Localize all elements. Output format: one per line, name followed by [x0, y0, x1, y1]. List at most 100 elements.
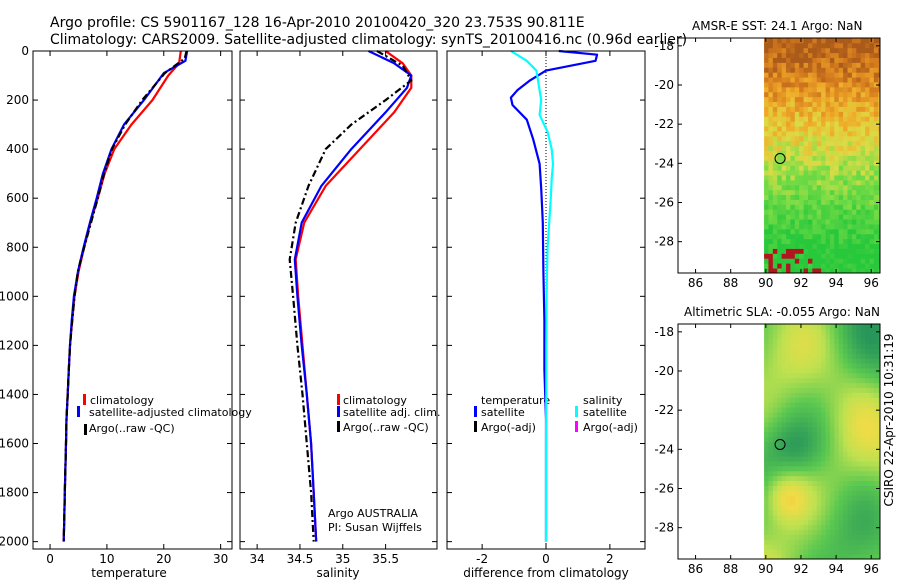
map-cell — [843, 377, 848, 384]
map-cell — [790, 243, 796, 249]
map-cell — [816, 372, 822, 379]
map-cell — [790, 421, 796, 428]
map-cell — [869, 170, 875, 176]
map-cell — [816, 91, 822, 98]
map-cell — [865, 387, 870, 393]
map-cell — [794, 514, 800, 521]
map-cell — [812, 121, 818, 127]
map-cell — [838, 328, 844, 335]
map-cell — [768, 417, 774, 423]
map-cell — [803, 397, 809, 403]
map-cell — [794, 233, 800, 240]
map-cell — [816, 426, 822, 433]
map-cell — [856, 67, 862, 73]
map-cell — [812, 495, 818, 501]
map-cell — [803, 461, 809, 467]
map-cell — [781, 363, 787, 369]
map-cell — [772, 529, 778, 535]
map-cell — [816, 263, 822, 269]
map-cell — [865, 170, 870, 176]
map-cell — [829, 86, 835, 93]
map-cell — [812, 387, 818, 393]
map-cell — [825, 417, 831, 423]
map-cell — [838, 204, 844, 210]
map-cell — [777, 524, 783, 531]
map-cell — [764, 353, 769, 359]
map-cell — [825, 238, 831, 245]
map-cell — [821, 441, 826, 447]
map-cell — [838, 426, 844, 433]
map-cell — [825, 86, 831, 93]
map-cell — [794, 91, 800, 98]
map-cell — [807, 62, 813, 68]
map-cell — [829, 426, 835, 433]
map-cell — [812, 519, 818, 526]
map-cell — [865, 135, 870, 142]
map-cell — [847, 38, 853, 44]
map-cell — [821, 436, 826, 442]
series-line-salinity-satellite — [510, 50, 555, 542]
map-cell — [856, 199, 862, 205]
map-cell — [816, 324, 822, 330]
map-cell — [807, 72, 813, 78]
map-cell — [786, 519, 791, 526]
map-cell — [829, 67, 835, 73]
map-cell — [847, 544, 853, 550]
map-cell — [790, 451, 796, 457]
map-cell — [825, 377, 831, 384]
map-cell — [786, 189, 791, 196]
map-cell — [772, 392, 778, 398]
map-cell — [865, 106, 870, 112]
legend-label-argo: Argo(..raw -QC) — [89, 422, 175, 435]
map-cell — [812, 243, 818, 249]
map-cell — [807, 214, 813, 220]
map-cell — [825, 333, 831, 340]
map-cell — [799, 544, 804, 550]
map-cell — [816, 62, 822, 68]
map-cell — [838, 338, 844, 344]
map-cell — [847, 96, 853, 103]
map-cell — [772, 372, 778, 379]
map-cell — [865, 461, 870, 467]
map-cell — [807, 451, 813, 457]
map-cell — [807, 554, 813, 560]
map-cell — [860, 421, 866, 428]
map-cell — [821, 219, 826, 225]
map-cell — [829, 165, 835, 171]
map-cell — [764, 407, 769, 413]
map-cell — [764, 417, 769, 423]
map-cell — [768, 549, 774, 555]
map-cell — [851, 490, 857, 496]
map-cell — [869, 387, 875, 393]
map-cell — [807, 77, 813, 83]
map-cell — [768, 505, 774, 511]
map-cell — [873, 412, 879, 418]
map-cell — [812, 62, 818, 68]
map-cell — [873, 510, 879, 516]
map-cell — [781, 495, 787, 501]
map-cell — [816, 209, 822, 215]
map-cell — [794, 204, 800, 210]
map-cell — [807, 184, 813, 191]
map-cell — [860, 204, 866, 210]
map-cell — [768, 214, 774, 220]
map-cell — [869, 131, 875, 137]
map-cell — [807, 228, 813, 235]
map-cell — [764, 431, 769, 438]
map-cell — [772, 387, 778, 393]
map-cell — [869, 258, 875, 264]
map-cell — [786, 353, 791, 359]
map-cell — [812, 238, 818, 245]
series-line-climatology — [62, 50, 182, 542]
map-cell — [781, 228, 787, 235]
map-cell — [860, 338, 866, 344]
map-cell — [834, 175, 840, 181]
map-cell — [786, 514, 791, 521]
map-cell — [860, 150, 866, 156]
map-cell — [803, 534, 809, 540]
series-line-argo-raw-qc- — [288, 50, 413, 542]
map-cell — [786, 426, 791, 433]
map-cell — [829, 82, 835, 88]
map-cell — [781, 519, 787, 526]
map-cell — [768, 328, 774, 335]
